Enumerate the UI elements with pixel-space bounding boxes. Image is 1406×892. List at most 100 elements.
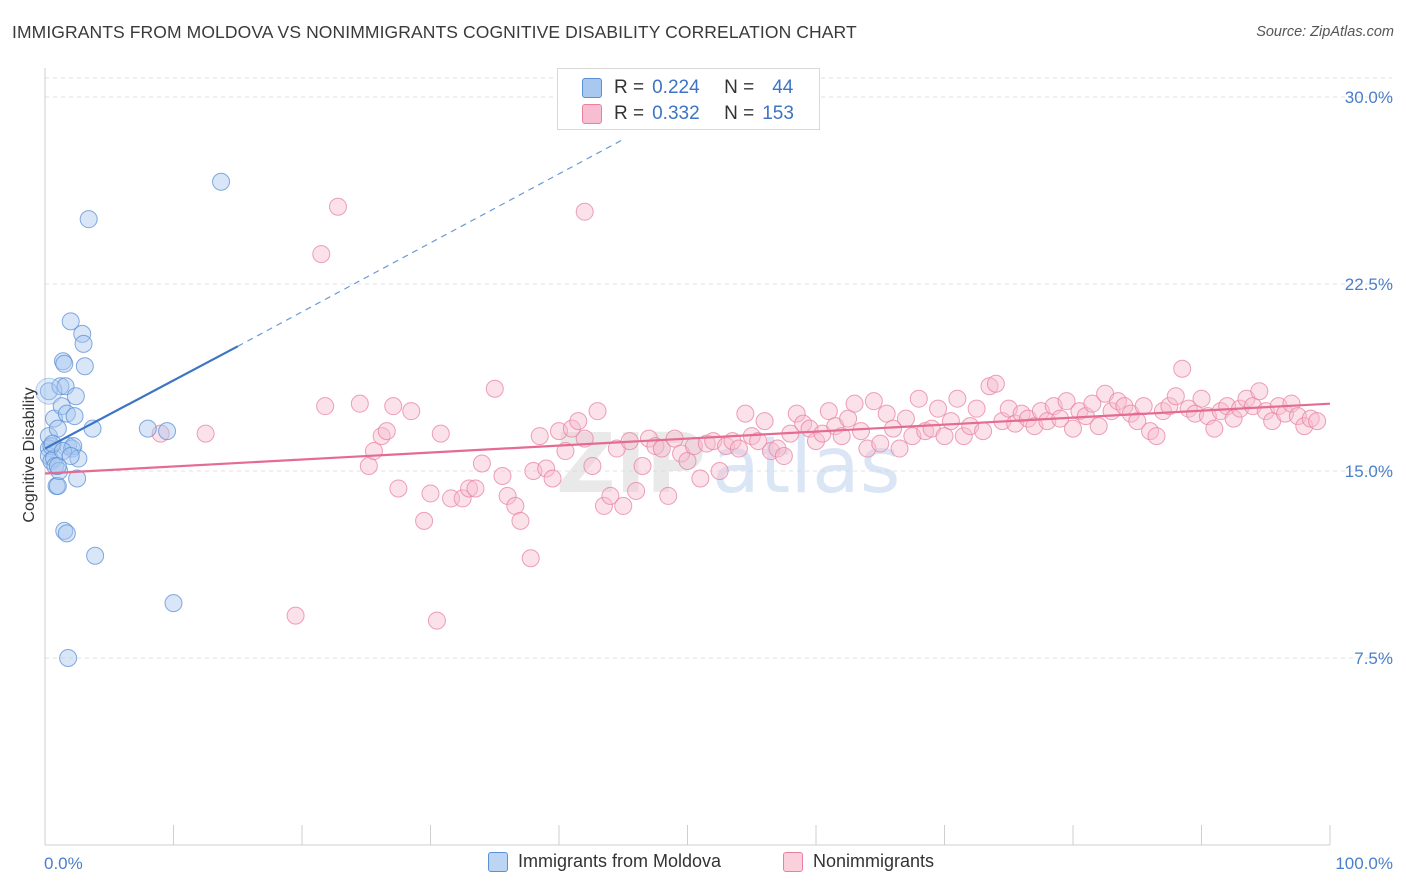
nonimmigrant-point xyxy=(768,439,787,458)
nonimmigrant-point xyxy=(736,404,755,423)
nonimmigrant-point xyxy=(431,424,450,443)
nonimmigrant-point xyxy=(594,496,613,515)
nonimmigrant-point xyxy=(1308,412,1327,431)
nonimmigrant-point xyxy=(877,404,896,423)
nonimmigrant-point xyxy=(774,447,793,466)
moldova-point xyxy=(51,377,70,396)
nonimmigrant-point xyxy=(639,429,658,448)
nonimmigrant-point xyxy=(453,489,472,508)
moldova-point xyxy=(59,649,78,667)
nonimmigrant-point xyxy=(316,397,335,416)
nonimmigrant-point xyxy=(633,457,652,476)
nonimmigrants-swatch-icon xyxy=(582,104,602,124)
tick-labels: 7.5% 15.0% 22.5% 30.0% 0.0% 100.0% xyxy=(44,88,1393,873)
x-tick-label: 100.0% xyxy=(1335,854,1393,873)
nonimmigrant-point xyxy=(819,402,838,421)
nonimmigrant-point xyxy=(569,412,588,431)
nonimmigrant-point xyxy=(1089,417,1108,436)
nonimmigrants-trend-line xyxy=(44,402,1331,475)
nonimmigrant-point xyxy=(556,442,575,461)
nonimmigrant-point xyxy=(614,496,633,515)
y-tick-label: 30.0% xyxy=(1345,88,1393,107)
nonimmigrant-point xyxy=(537,459,556,478)
n-label: N = xyxy=(724,103,755,124)
nonimmigrant-point xyxy=(1192,389,1211,408)
moldova-point xyxy=(48,419,67,438)
moldova-point xyxy=(55,521,74,540)
moldova-point xyxy=(61,447,80,466)
nonimmigrants-legend-swatch-icon xyxy=(783,851,803,872)
nonimmigrant-point xyxy=(460,479,479,498)
nonimmigrant-point xyxy=(974,422,993,441)
legend-label-moldova: Immigrants from Moldova xyxy=(518,851,722,871)
nonimmigrant-point xyxy=(312,245,331,264)
nonimmigrant-point xyxy=(575,202,594,221)
stats-legend: R = 0.224 N = 44 R = 0.332 N = 153 xyxy=(557,68,820,130)
nonimmigrant-point xyxy=(493,466,512,485)
source-label: Source: ZipAtlas.com xyxy=(1256,24,1394,40)
moldova-point xyxy=(55,354,74,373)
moldova-point xyxy=(57,524,76,543)
moldova-point xyxy=(138,419,157,438)
nonimmigrant-point xyxy=(1064,419,1082,438)
nonimmigrant-point xyxy=(890,439,909,458)
moldova-trend-extension xyxy=(237,138,624,347)
moldova-point xyxy=(86,546,105,565)
legend-item-nonimmigrants[interactable]: Nonimmigrants xyxy=(783,851,934,872)
nonimmigrant-point xyxy=(896,409,915,428)
r-label: R = xyxy=(614,103,645,124)
chart-title: IMMIGRANTS FROM MOLDOVA VS NONIMMIGRANTS… xyxy=(12,22,857,42)
nonimmigrant-point xyxy=(967,399,986,418)
nonimmigrant-point xyxy=(729,439,748,458)
nonimmigrant-point xyxy=(986,374,1005,393)
n-value: 44 xyxy=(772,77,794,98)
nonimmigrant-point xyxy=(389,479,408,498)
nonimmigrant-point xyxy=(627,481,646,500)
nonimmigrant-point xyxy=(1166,387,1185,406)
nonimmigrant-point xyxy=(909,389,928,408)
nonimmigrant-point xyxy=(472,454,491,473)
moldova-point xyxy=(39,382,58,401)
nonimmigrant-point xyxy=(710,462,729,480)
moldova-point xyxy=(65,407,84,426)
moldova-point xyxy=(164,594,183,613)
legend-item-moldova[interactable]: Immigrants from Moldova xyxy=(488,851,721,872)
nonimmigrant-point xyxy=(511,511,530,530)
nonimmigrant-point xyxy=(659,486,678,505)
nonimmigrant-point xyxy=(1224,409,1243,428)
moldova-point xyxy=(48,476,67,495)
moldova-point xyxy=(35,377,63,405)
nonimmigrant-point xyxy=(871,434,890,453)
moldova-point xyxy=(74,334,93,353)
y-axis-label: Cognitive Disability xyxy=(21,387,38,522)
nonimmigrant-point xyxy=(485,379,504,398)
series-legend: Immigrants from Moldova Nonimmigrants xyxy=(0,851,1406,877)
nonimmigrant-point xyxy=(954,427,973,446)
nonimmigrant-point xyxy=(678,452,697,471)
r-label: R = xyxy=(614,77,645,98)
moldova-point xyxy=(75,357,94,376)
nonimmigrant-point xyxy=(845,394,864,413)
nonimmigrant-point xyxy=(1173,359,1192,378)
nonimmigrant-point xyxy=(839,409,858,428)
nonimmigrant-point xyxy=(421,484,440,503)
nonimmigrant-point xyxy=(286,606,305,625)
nonimmigrant-point xyxy=(941,412,960,431)
r-value: 0.332 xyxy=(652,103,700,124)
moldova-swatch-icon xyxy=(582,78,602,98)
nonimmigrant-point xyxy=(851,422,870,441)
y-tick-label: 15.0% xyxy=(1345,462,1393,481)
nonimmigrant-point xyxy=(749,432,768,451)
nonimmigrant-point xyxy=(601,486,620,505)
nonimmigrant-point xyxy=(588,402,607,421)
nonimmigrant-point xyxy=(1205,419,1224,438)
nonimmigrant-point xyxy=(427,611,446,630)
nonimmigrant-point xyxy=(328,197,347,216)
nonimmigrant-point xyxy=(498,486,517,505)
trend-lines xyxy=(44,138,1331,475)
nonimmigrant-point xyxy=(929,399,948,418)
nonimmigrant-point xyxy=(575,429,594,448)
moldova-point xyxy=(66,387,85,406)
nonimmigrant-point xyxy=(787,404,806,423)
